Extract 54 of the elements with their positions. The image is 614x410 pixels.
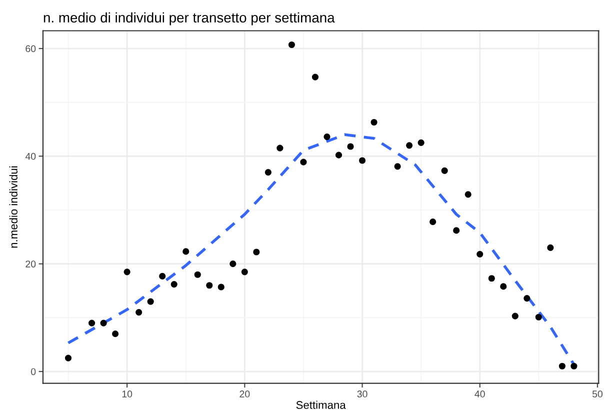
point: [300, 158, 307, 166]
point: [335, 152, 342, 158]
point: [182, 248, 190, 255]
point: [288, 41, 295, 48]
x-tick-label: 10: [122, 390, 132, 398]
point: [406, 142, 413, 149]
y-tick-label: 40: [25, 152, 36, 160]
point: [100, 320, 107, 326]
point: [512, 312, 518, 320]
point: [370, 118, 378, 126]
point: [418, 139, 424, 146]
point: [347, 143, 354, 150]
point: [535, 314, 542, 320]
point: [524, 295, 530, 302]
point: [253, 248, 260, 256]
point: [500, 283, 507, 290]
y-tick-label: 60: [26, 45, 36, 52]
y-tick-label: 0: [31, 368, 36, 376]
x-axis-title: Settimana: [296, 400, 346, 409]
chart-title: n. medio di individui per transetto per settimana: [44, 12, 335, 26]
point: [112, 330, 119, 338]
y-tick-label: 20: [26, 260, 36, 268]
x-tick-label: 50: [592, 390, 602, 398]
point: [88, 320, 96, 326]
point: [394, 163, 401, 170]
point: [147, 298, 154, 305]
point: [194, 271, 201, 278]
point: [464, 191, 472, 198]
point: [476, 250, 484, 258]
y-axis-title: n.medio individui: [9, 166, 18, 248]
x-tick-label: 30: [357, 390, 368, 398]
point: [218, 284, 224, 290]
point: [170, 281, 178, 288]
point: [206, 282, 213, 289]
point: [430, 218, 436, 226]
point: [64, 354, 72, 362]
point: [124, 268, 130, 276]
point: [241, 268, 248, 276]
point: [136, 309, 142, 316]
x-tick-label: 20: [240, 390, 250, 398]
point: [324, 134, 330, 140]
point: [159, 272, 166, 280]
point: [276, 144, 284, 152]
point: [558, 362, 566, 370]
point: [453, 227, 460, 234]
x-tick-label: 40: [474, 390, 485, 398]
point: [312, 74, 319, 80]
point: [230, 260, 236, 268]
point: [358, 157, 366, 164]
point: [570, 362, 578, 370]
point: [441, 167, 448, 174]
point: [488, 275, 495, 282]
point: [547, 244, 554, 251]
point: [264, 169, 272, 176]
